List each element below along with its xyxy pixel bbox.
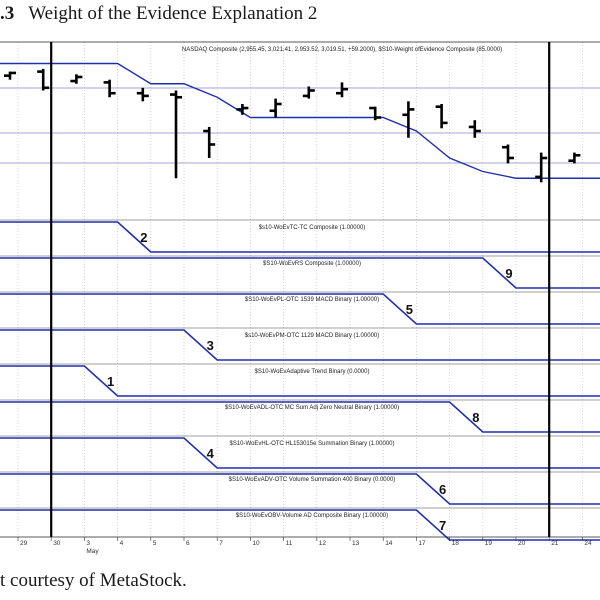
x-sublabel-3: May (86, 548, 99, 555)
indicator-panel-title: $S10-WoEvHL-OTC HL153015e Summation Bina… (230, 441, 395, 447)
price-bar-19 (468, 120, 481, 138)
price-bar-10 (236, 104, 249, 115)
indicator-panel-9: $S10-WoEvRS Composite (1.00000) 9 (0, 255, 600, 289)
indicator-marker-6: 6 (439, 482, 446, 497)
indicator-panel-2: $s10-WoEvTC-TC Composite (1.00000) 2 (0, 219, 600, 253)
indicator-marker-9: 9 (505, 266, 512, 281)
indicator-line (0, 401, 600, 433)
price-panel-title: NASDAQ Composite (2,955.45, 3,021.41, 2,… (182, 47, 502, 53)
x-tick-label-21: 21 (551, 540, 559, 547)
price-bar-17 (402, 101, 415, 138)
x-tick-label-19: 19 (485, 540, 493, 547)
indicator-marker-3: 3 (207, 338, 214, 353)
caption: t courtesy of MetaStock. (0, 570, 187, 591)
indicator-line (0, 221, 600, 253)
indicator-panel-title: $s10-WoEvTC-TC Composite (1.00000) (259, 225, 366, 231)
indicator-marker-1: 1 (107, 374, 114, 389)
price-bar-3 (70, 74, 83, 84)
indicator-panel-title: $S10-WoEvRS Composite (1.00000) (263, 261, 361, 267)
indicator-marker-7: 7 (439, 518, 446, 533)
indicator-line (0, 509, 600, 541)
figure-number: .3 (0, 3, 15, 24)
indicator-line (0, 329, 600, 361)
indicator-panel-8: $S10-WoEvADL-OTC MC Sum Adj Zero Neutral… (0, 399, 600, 433)
indicator-panel-6: $S10-WoEvADV-OTC Volume Summation 400 Bi… (0, 471, 600, 505)
woe-composite-line (0, 62, 600, 179)
x-tick-label-24: 24 (584, 540, 592, 547)
indicator-panel-title: $S10-WoEvOBV-Volume AD Composite Binary … (236, 513, 388, 519)
x-tick-label-20: 20 (518, 540, 526, 547)
indicator-panels: $s10-WoEvTC-TC Composite (1.00000) 2 $S10-… (0, 219, 600, 541)
x-tick-label-6: 6 (186, 540, 190, 547)
indicator-marker-8: 8 (472, 410, 479, 425)
indicator-panel-7: $S10-WoEvOBV-Volume AD Composite Binary … (0, 507, 600, 541)
price-bar-29 (4, 71, 16, 80)
indicator-line (0, 473, 600, 505)
indicator-panel-title: $s10-WoEvPM-OTC 1129 MACD Binary (1.0000… (245, 333, 380, 339)
price-bar-13 (336, 82, 348, 98)
x-tick-label-11: 11 (286, 540, 293, 547)
indicator-panel-4: $S10-WoEvHL-OTC HL153015e Summation Bina… (0, 435, 600, 469)
indicator-marker-5: 5 (406, 302, 413, 317)
indicator-panel-3: $s10-WoEvPM-OTC 1129 MACD Binary (1.0000… (0, 327, 600, 361)
x-tick-label-14: 14 (385, 540, 393, 547)
price-bar-11 (269, 98, 282, 118)
x-tick-label-13: 13 (352, 540, 360, 547)
x-tick-label-3: 3 (86, 540, 90, 547)
indicator-marker-2: 2 (140, 230, 147, 245)
price-bar-7 (203, 126, 216, 158)
indicator-panel-5: $S10-WoEvPL-OTC 1539 MACD Binary (1.0000… (0, 291, 600, 325)
grid (17, 42, 583, 537)
figure-title: .3 Weight of the Evidence Explanation 2 (0, 3, 317, 25)
indicator-panel-1: $S10-WoEvAdaptive Trend Binary (0.0000) 1 (0, 363, 600, 397)
price-bar-5 (136, 87, 149, 102)
indicator-panel-title: $S10-WoEvAdaptive Trend Binary (0.0000) (255, 369, 370, 375)
x-tick-label-10: 10 (252, 540, 260, 547)
figure-title-text: Weight of the Evidence Explanation 2 (28, 3, 318, 24)
x-tick-label-12: 12 (319, 540, 327, 547)
x-tick-label-7: 7 (219, 540, 223, 547)
x-tick-label-29: 29 (20, 540, 28, 547)
price-bar-12 (302, 86, 315, 99)
indicator-panel-title: $S10-WoEvADL-OTC MC Sum Adj Zero Neutral… (225, 405, 399, 411)
x-tick-label-4: 4 (120, 540, 124, 547)
x-tick-label-17: 17 (418, 540, 426, 547)
indicator-line (0, 293, 600, 325)
price-bar-4 (103, 79, 116, 98)
vertical-markers (50, 42, 551, 537)
x-tick-label-5: 5 (153, 540, 157, 547)
price-bar-6 (170, 90, 182, 179)
x-tick-label-18: 18 (452, 540, 460, 547)
price-bar-14 (369, 106, 382, 121)
indicator-panel-title: $S10-WoEvPL-OTC 1539 MACD Binary (1.0000… (245, 297, 379, 303)
price-bar-30 (37, 68, 50, 91)
price-bar-18 (435, 104, 448, 129)
indicator-line (0, 365, 600, 397)
price-bar-21 (535, 152, 548, 183)
chart: $s10-WoEvTC-TC Composite (1.00000) 2 $S10-… (0, 41, 600, 555)
price-bar-20 (502, 144, 514, 164)
indicator-panel-title: $S10-WoEvADV-OTC Volume Summation 400 Bi… (229, 477, 396, 483)
price-bar-24 (568, 152, 581, 164)
indicator-line (0, 437, 600, 469)
x-tick-label-30: 30 (53, 540, 61, 547)
indicator-marker-4: 4 (207, 446, 215, 461)
price-panel: NASDAQ Composite (2,955.45, 3,021.41, 2,… (0, 41, 600, 183)
indicator-line (0, 257, 600, 289)
